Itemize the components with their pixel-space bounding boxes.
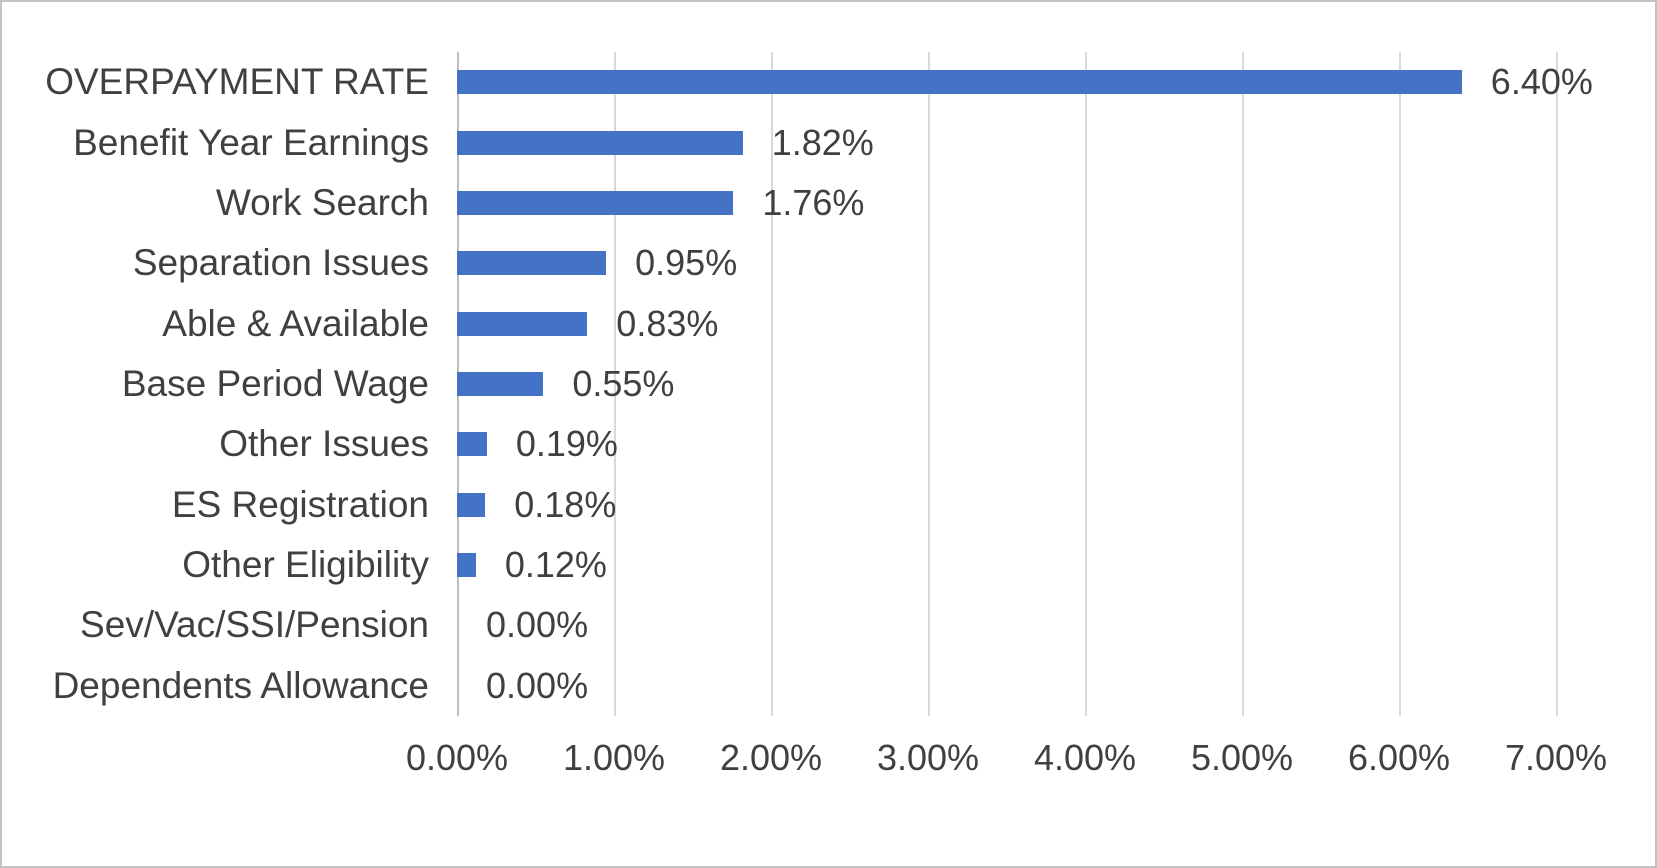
gridline [1399,52,1401,716]
x-tick-label: 3.00% [876,737,980,778]
bar [457,432,487,457]
x-tick-label: 0.00% [405,737,509,778]
category-label: Benefit Year Earnings [73,121,429,163]
bar [457,311,588,336]
gridline [614,52,616,716]
bar [457,251,607,276]
value-label: 0.00% [486,604,589,646]
gridline [928,52,930,716]
value-label: 0.00% [486,664,589,706]
bar [457,190,734,215]
plot-area: 6.40% 1.82% 1.76% 0.95% 0.83% 0.55% 0.19% 0.18%… [457,52,1593,716]
category-label: Other Eligibility [182,544,429,586]
value-label: 0.19% [515,423,618,465]
value-label: 1.82% [771,121,874,163]
value-label: 0.83% [616,302,719,344]
value-label: 6.40% [1490,61,1593,103]
x-axis: 0.00% 1.00% 2.00% 3.00% 4.00% 5.00% 6.00% 7.00% [2,740,1655,790]
category-label: Sev/Vac/SSI/Pension [80,604,429,646]
category-label: Separation Issues [132,242,429,284]
bar [457,372,544,396]
value-label: 0.95% [635,242,738,284]
x-tick-label: 5.00% [1190,737,1294,778]
value-label: 0.55% [572,363,675,404]
value-label: 1.76% [762,181,865,223]
category-label: ES Registration [171,483,429,525]
x-tick-label: 6.00% [1347,737,1451,778]
category-label: Base Period Wage [121,362,429,404]
gridline [1556,52,1558,716]
gridline [1085,52,1087,716]
bar [457,70,1462,95]
category-label: OVERPAYMENT RATE [45,61,429,103]
category-label: Able & Available [162,302,429,344]
x-tick-label: 1.00% [562,737,666,778]
category-label: Other Issues [219,423,429,465]
x-tick-label: 2.00% [719,737,823,778]
category-label: Dependents Allowance [52,664,429,706]
value-label: 0.12% [504,544,607,586]
x-tick-label: 7.00% [1504,737,1608,778]
category-axis: OVERPAYMENT RATE Benefit Year Earnings Wor… [2,52,429,716]
category-label: Work Search [215,181,429,223]
value-label: 0.18% [514,483,617,525]
bar [457,492,486,517]
gridline [1242,52,1244,716]
bar [457,130,743,155]
gridline [771,52,773,716]
x-tick-label: 4.00% [1033,737,1137,778]
bar [457,553,476,578]
